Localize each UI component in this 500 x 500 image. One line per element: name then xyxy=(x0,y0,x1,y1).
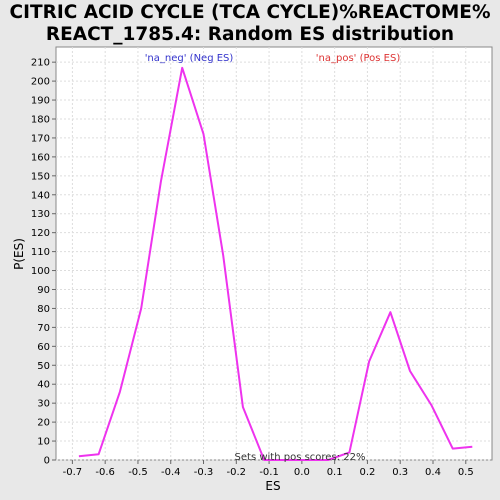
x-tick-label: -0.7 xyxy=(63,467,83,478)
x-tick-label: -0.6 xyxy=(95,467,115,478)
x-tick-label: 0.4 xyxy=(425,467,441,478)
x-tick-label: 0.1 xyxy=(327,467,343,478)
y-tick-label: 40 xyxy=(37,380,50,391)
y-tick-label: 130 xyxy=(31,209,50,220)
y-tick-label: 60 xyxy=(37,342,50,353)
chart-title-line-2: REACT_1785.4: Random ES distribution xyxy=(46,24,454,45)
x-tick-label: 0.5 xyxy=(458,467,474,478)
x-tick-label: -0.4 xyxy=(161,467,181,478)
y-tick-label: 90 xyxy=(37,285,50,296)
y-tick-label: 0 xyxy=(44,456,50,467)
y-tick-label: 30 xyxy=(37,399,50,410)
y-tick-label: 110 xyxy=(31,247,50,258)
x-tick-label: -0.2 xyxy=(227,467,247,478)
x-tick-label: 0.0 xyxy=(294,467,310,478)
y-tick-label: 80 xyxy=(37,304,50,315)
y-tick-label: 170 xyxy=(31,133,50,144)
y-tick-label: 200 xyxy=(31,77,50,88)
x-axis: -0.7 -0.6 -0.5 -0.4 -0.3 -0.2 -0.1 0.0 0.1 0.2 0.3… xyxy=(63,460,474,478)
pos-score-note: Sets with pos scores: 22% xyxy=(235,452,366,463)
series-layer xyxy=(78,66,473,461)
y-tick-label: 190 xyxy=(31,96,50,107)
y-tick-label: 120 xyxy=(31,228,50,239)
y-axis-label: P(ES) xyxy=(12,238,26,270)
y-tick-label: 50 xyxy=(37,361,50,372)
x-tick-label: 0.3 xyxy=(392,467,408,478)
y-tick-label: 150 xyxy=(31,171,50,182)
series-line xyxy=(78,66,473,461)
y-tick-label: 100 xyxy=(31,266,50,277)
grid xyxy=(56,47,492,461)
legend-pos: 'na_pos' (Pos ES) xyxy=(316,53,401,64)
x-tick-label: 0.2 xyxy=(359,467,375,478)
x-tick-label: -0.5 xyxy=(128,467,148,478)
y-tick-label: 140 xyxy=(31,190,50,201)
y-tick-label: 10 xyxy=(37,437,50,448)
plot-area xyxy=(55,46,493,461)
x-tick-label: -0.1 xyxy=(259,467,279,478)
y-tick-label: 210 xyxy=(31,58,50,69)
y-tick-label: 20 xyxy=(37,418,50,429)
y-axis: 0 10 20 30 40 50 60 70 80 90 100 110 120 130 140 150 160… xyxy=(31,58,56,467)
legend-neg: 'na_neg' (Neg ES) xyxy=(145,53,234,64)
y-tick-label: 160 xyxy=(31,152,50,163)
y-tick-label: 180 xyxy=(31,114,50,125)
y-tick-label: 70 xyxy=(37,323,50,334)
x-axis-label: ES xyxy=(265,479,280,493)
chart-title-line-1: CITRIC ACID CYCLE (TCA CYCLE)%REACTOME% xyxy=(10,2,491,23)
x-tick-label: -0.3 xyxy=(194,467,214,478)
